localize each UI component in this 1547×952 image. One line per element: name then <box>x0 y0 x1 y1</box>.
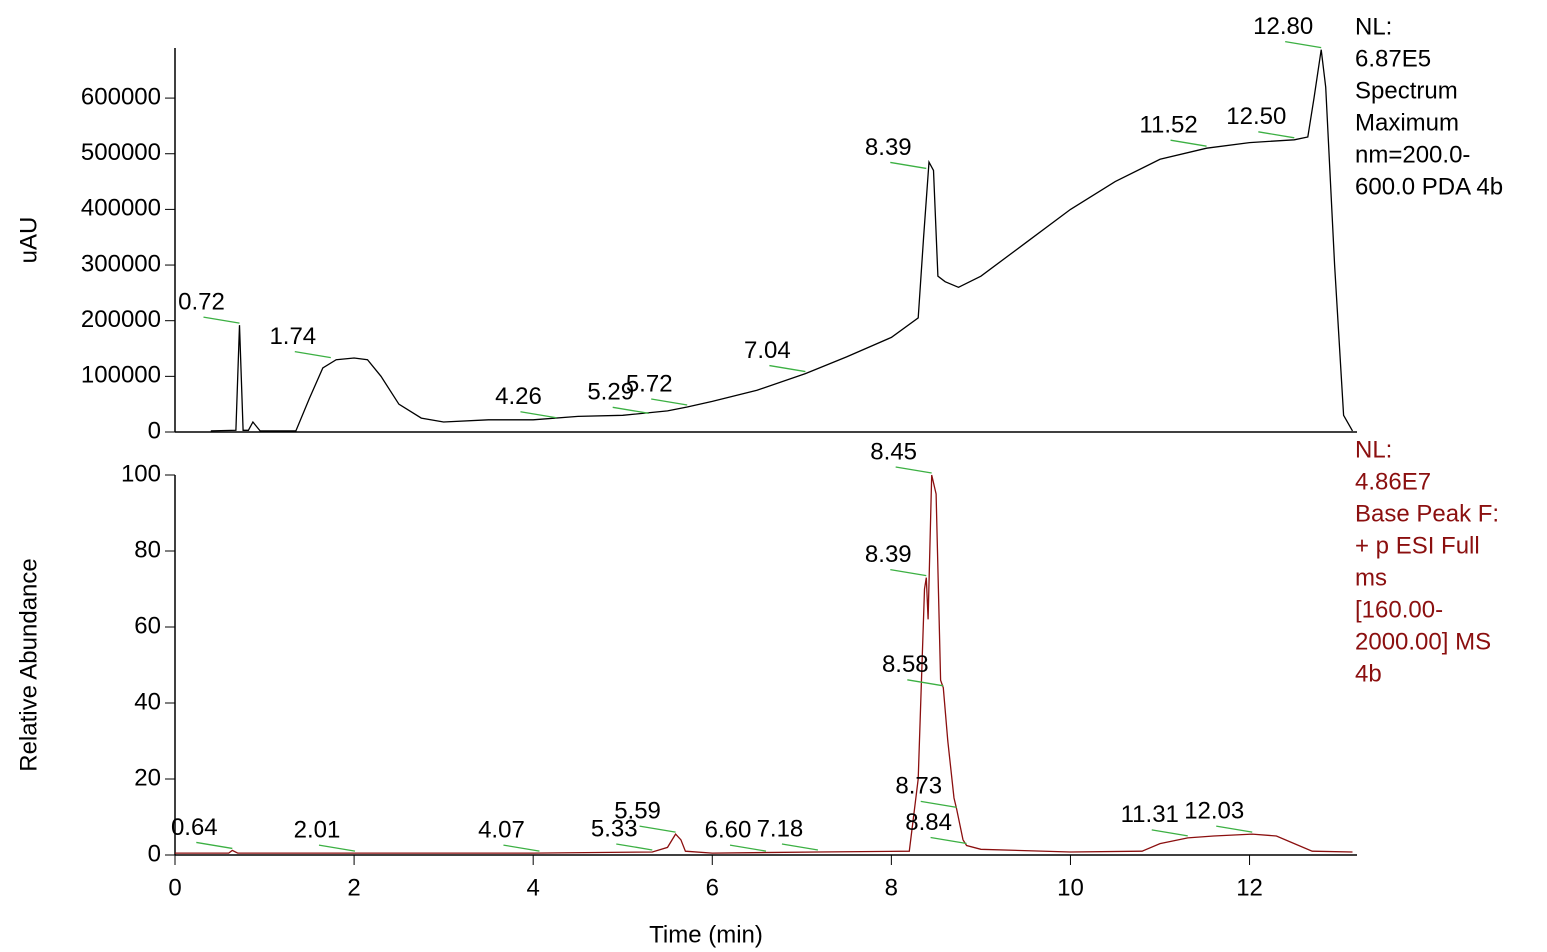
peak-label: 4.07 <box>478 816 525 843</box>
x-tick-label: 2 <box>347 874 360 901</box>
peak-label: 8.45 <box>870 438 917 465</box>
info-text: NL: <box>1355 13 1392 40</box>
peak-label: 5.29 <box>587 379 634 406</box>
peak-label: 8.39 <box>865 541 912 568</box>
info-text: NL: <box>1355 436 1392 463</box>
peak-marker <box>1216 825 1253 833</box>
peak-label: 5.59 <box>614 797 661 824</box>
y-tick-label: 300000 <box>81 250 161 277</box>
y-axis-label: Relative Abundance <box>15 558 42 772</box>
peak-label: 12.80 <box>1253 13 1313 40</box>
peak-label: 7.04 <box>744 337 791 364</box>
x-tick-label: 0 <box>168 874 181 901</box>
peak-marker <box>203 316 240 324</box>
peak-marker <box>890 161 927 170</box>
peak-marker <box>1151 829 1188 837</box>
peak-marker <box>890 568 927 577</box>
info-text: ms <box>1355 564 1387 591</box>
peak-marker <box>895 466 932 474</box>
peak-marker <box>781 843 819 851</box>
info-text: 2000.00] MS <box>1355 628 1491 655</box>
trace <box>210 49 1354 432</box>
y-tick-label: 100 <box>121 460 161 487</box>
peak-label: 11.52 <box>1139 112 1197 139</box>
peak-label: 6.60 <box>705 816 752 843</box>
peak-label: 5.72 <box>626 370 673 397</box>
peak-marker <box>1170 139 1207 147</box>
info-text: Maximum <box>1355 109 1459 136</box>
peak-marker <box>294 351 331 359</box>
peak-marker <box>616 843 653 851</box>
y-tick-label: 0 <box>148 417 161 444</box>
peak-marker <box>930 836 967 845</box>
peak-marker <box>639 825 676 833</box>
peak-label: 5.33 <box>591 815 638 842</box>
peak-label: 8.58 <box>882 651 929 678</box>
y-tick-label: 0 <box>148 840 161 867</box>
y-tick-label: 20 <box>134 764 161 791</box>
peak-label: 7.18 <box>757 815 804 842</box>
peak-label: 2.01 <box>294 816 341 843</box>
y-tick-label: 40 <box>134 688 161 715</box>
info-text: + p ESI Full <box>1355 532 1480 559</box>
peak-label: 4.26 <box>495 383 542 410</box>
peak-marker <box>318 844 356 852</box>
info-text: nm=200.0- <box>1355 141 1470 168</box>
peak-marker <box>907 679 944 687</box>
info-text: Base Peak F: <box>1355 500 1499 527</box>
peak-label: 0.72 <box>178 288 225 315</box>
peak-marker <box>920 800 957 809</box>
peak-label: 11.31 <box>1121 801 1179 828</box>
peak-label: 8.84 <box>905 809 952 836</box>
peak-marker <box>1285 41 1322 49</box>
x-axis-label: Time (min) <box>649 921 763 948</box>
peak-marker <box>651 398 688 406</box>
peak-label: 12.50 <box>1226 103 1286 130</box>
info-text: Spectrum <box>1355 77 1458 104</box>
y-axis-label: uAU <box>15 217 42 264</box>
info-text: 6.87E5 <box>1355 45 1431 72</box>
peak-marker <box>520 411 557 419</box>
peak-label: 12.03 <box>1184 797 1244 824</box>
y-tick-label: 60 <box>134 612 161 639</box>
peak-label: 8.73 <box>895 773 942 800</box>
x-tick-label: 12 <box>1236 874 1263 901</box>
x-tick-label: 4 <box>527 874 540 901</box>
y-tick-label: 600000 <box>81 83 161 110</box>
info-text: 4.86E7 <box>1355 468 1431 495</box>
peak-marker <box>196 841 233 850</box>
peak-marker <box>612 406 649 414</box>
peak-label: 8.39 <box>865 134 912 161</box>
peak-label: 0.64 <box>171 814 218 841</box>
x-tick-label: 8 <box>885 874 898 901</box>
y-tick-label: 500000 <box>81 139 161 166</box>
info-text: 4b <box>1355 660 1382 687</box>
peak-marker <box>503 844 540 852</box>
peak-marker <box>1258 131 1295 139</box>
y-tick-label: 400000 <box>81 195 161 222</box>
x-tick-label: 6 <box>706 874 719 901</box>
y-tick-label: 200000 <box>81 306 161 333</box>
peak-label: 1.74 <box>269 323 316 350</box>
trace <box>175 474 1353 854</box>
y-tick-label: 100000 <box>81 362 161 389</box>
peak-marker <box>729 844 767 852</box>
info-text: [160.00- <box>1355 596 1443 623</box>
peak-marker <box>769 364 806 373</box>
x-tick-label: 10 <box>1057 874 1084 901</box>
info-text: 600.0 PDA 4b <box>1355 173 1503 200</box>
y-tick-label: 80 <box>134 536 161 563</box>
